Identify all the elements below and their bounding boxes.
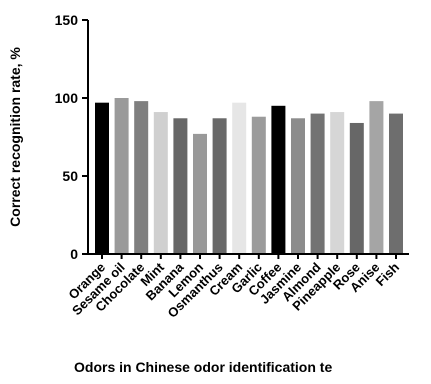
bar-almond	[310, 113, 325, 254]
bar-anise	[369, 101, 384, 255]
bar-rose	[349, 122, 364, 255]
y-tick-label: 150	[55, 12, 79, 28]
bar-garlic	[251, 116, 266, 254]
y-ticks: 0 50 100 150	[55, 12, 88, 262]
y-tick-label: 50	[62, 168, 78, 184]
bar-banana	[173, 118, 188, 254]
bar-osmanthus	[212, 118, 227, 254]
bar-pineapple	[330, 112, 345, 254]
bar-orange	[95, 102, 109, 255]
bar-sesame-oil	[114, 98, 129, 254]
y-tick-label: 100	[55, 90, 79, 106]
x-tick-label: Fish	[373, 259, 403, 289]
bar-lemon	[193, 133, 207, 254]
bar-jasmine	[291, 118, 305, 254]
bar-fish	[389, 113, 403, 254]
bar-chocolate	[134, 101, 149, 255]
bar-coffee	[271, 105, 286, 254]
bar-mint	[153, 112, 168, 254]
x-axis-title: Odors in Chinese odor identification te	[74, 359, 332, 375]
y-tick-label: 0	[70, 246, 78, 262]
bar-cream	[232, 102, 247, 255]
bars-layer	[95, 98, 403, 255]
y-axis-title: Correct recognition rate, %	[7, 47, 23, 227]
